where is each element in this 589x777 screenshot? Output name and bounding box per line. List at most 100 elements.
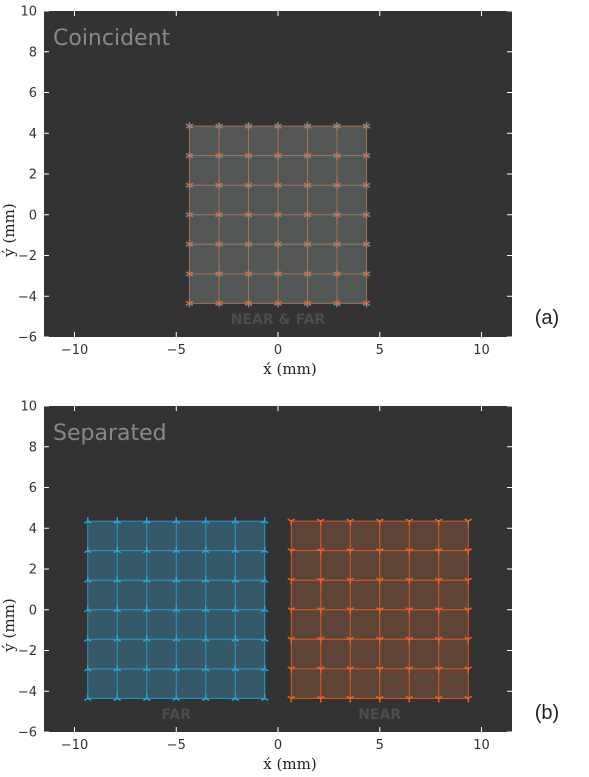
data-point-near	[287, 607, 296, 614]
data-point-near	[346, 548, 355, 555]
data-point-near	[215, 123, 223, 131]
data-point-near	[316, 518, 325, 526]
data-point-near	[185, 212, 194, 219]
y-tick-label: 6	[29, 86, 37, 101]
data-point-far	[83, 694, 92, 701]
data-point-far	[172, 605, 181, 613]
data-point-near	[244, 212, 253, 219]
data-point-far	[172, 576, 181, 583]
data-point-near	[274, 212, 282, 219]
data-point-near	[434, 666, 443, 673]
data-point-near	[316, 607, 325, 614]
data-point-far	[142, 635, 151, 642]
data-point-near	[464, 607, 473, 614]
data-point-near	[244, 271, 253, 278]
y-tick-label: −4	[18, 685, 37, 700]
data-point-near	[362, 182, 371, 190]
x-tick-label: −5	[167, 738, 186, 753]
y-tick-label: −4	[18, 290, 37, 305]
data-point-near	[405, 548, 414, 555]
x-tick-label: 5	[376, 738, 384, 753]
data-point-far	[113, 517, 122, 524]
data-point-far	[172, 635, 181, 642]
data-point-near	[244, 300, 253, 308]
data-point-near	[303, 300, 312, 308]
data-point-near	[346, 577, 355, 585]
y-tick-label: 4	[29, 127, 37, 142]
data-point-far	[260, 694, 269, 701]
data-point-near	[375, 666, 384, 673]
data-point-near	[316, 548, 325, 555]
data-point-far	[201, 546, 210, 554]
x-tick-label: 10	[473, 343, 490, 358]
data-point-far	[231, 517, 240, 524]
data-point-near	[362, 153, 371, 160]
data-point-near	[303, 182, 312, 190]
chart-title: Separated	[53, 421, 167, 446]
y-tick-label: 2	[29, 563, 37, 578]
data-point-near	[215, 241, 223, 249]
data-point-near	[434, 636, 443, 644]
data-point-near	[215, 153, 223, 160]
data-point-near	[316, 666, 325, 673]
data-point-far	[231, 576, 240, 583]
data-point-far	[260, 546, 269, 554]
data-point-near	[405, 666, 414, 673]
chart-panel-coincident: −10 −5 0 5 10 −6 −4 −2 0 2 4 6 8 10 NEAR & FAR Coincide…	[0, 5, 559, 379]
data-point-near	[215, 271, 223, 278]
data-point-near	[346, 518, 355, 526]
x-axis-label: x́ (mm)	[263, 755, 316, 773]
data-point-far	[113, 605, 122, 613]
data-point-near	[375, 577, 384, 585]
data-point-far	[260, 635, 269, 642]
data-point-near	[274, 300, 282, 308]
data-point-near	[346, 666, 355, 673]
y-tick-label: −2	[18, 644, 37, 659]
data-point-far	[201, 605, 210, 613]
data-point-near	[274, 241, 282, 249]
data-point-near	[215, 182, 223, 190]
data-point-near	[287, 666, 296, 673]
data-point-near	[287, 636, 296, 644]
data-point-far	[201, 517, 210, 524]
y-axis-label: ý (mm)	[0, 203, 18, 257]
data-point-near	[274, 271, 282, 278]
data-point-far	[260, 664, 269, 672]
data-point-near	[434, 548, 443, 555]
data-point-near	[215, 300, 223, 308]
data-point-near	[464, 636, 473, 644]
data-point-near	[375, 548, 384, 555]
data-point-near	[333, 300, 341, 308]
y-tick-label: 10	[20, 400, 37, 415]
data-point-far	[113, 694, 122, 701]
data-point-near	[185, 300, 194, 308]
data-point-far	[231, 694, 240, 701]
data-point-near	[244, 241, 253, 249]
panel-label: (b)	[535, 702, 559, 724]
data-point-near	[464, 577, 473, 585]
data-point-near	[274, 153, 282, 160]
data-point-near	[464, 548, 473, 555]
data-point-far	[201, 664, 210, 672]
data-point-far	[201, 576, 210, 583]
data-point-far	[83, 546, 92, 554]
data-point-near	[303, 123, 312, 131]
data-point-near	[274, 182, 282, 190]
data-point-near	[303, 153, 312, 160]
x-tick-label: 10	[473, 738, 490, 753]
data-point-far	[231, 635, 240, 642]
x-tick-label: −10	[61, 343, 88, 358]
y-tick-label: −2	[18, 249, 37, 264]
data-point-far	[172, 517, 181, 524]
data-point-near	[405, 607, 414, 614]
data-point-far	[260, 576, 269, 583]
y-tick-label: 2	[29, 168, 37, 183]
series-far-grid	[83, 517, 269, 701]
data-point-near	[405, 695, 414, 703]
series-near-grid	[185, 123, 371, 308]
data-point-near	[375, 607, 384, 614]
data-point-far	[172, 694, 181, 701]
data-point-far	[172, 546, 181, 554]
data-point-near	[362, 300, 371, 308]
